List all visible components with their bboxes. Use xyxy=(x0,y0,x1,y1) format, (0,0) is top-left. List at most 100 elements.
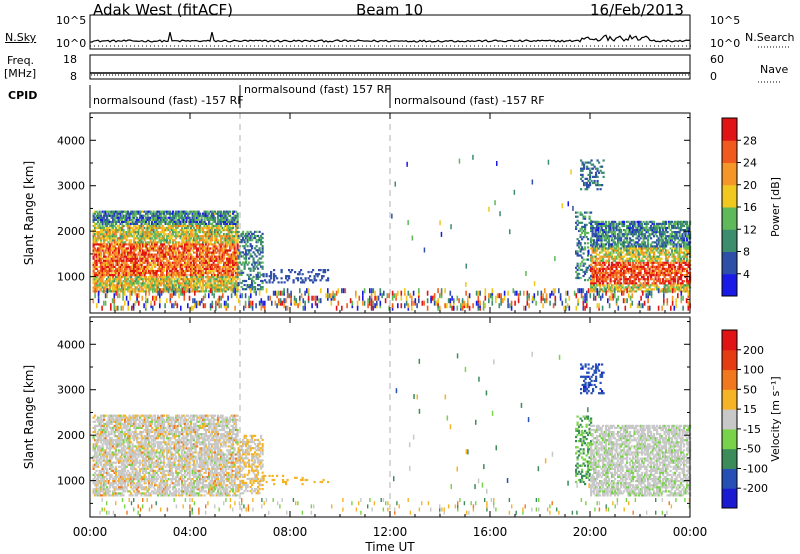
data-cell xyxy=(203,263,206,266)
data-cell xyxy=(209,271,212,275)
data-cell xyxy=(229,286,232,289)
data-cell xyxy=(586,181,589,185)
data-cell xyxy=(172,255,175,258)
data-cell xyxy=(593,282,596,285)
data-cell xyxy=(608,267,611,270)
data-cell xyxy=(94,253,97,256)
data-cell xyxy=(665,239,668,242)
data-cell xyxy=(597,229,600,232)
data-cell xyxy=(227,239,230,242)
data-cell xyxy=(657,231,660,234)
data-cell xyxy=(191,233,194,236)
data-cell xyxy=(145,276,148,279)
data-cell xyxy=(602,280,605,283)
data-cell xyxy=(669,274,672,277)
data-cell xyxy=(218,233,221,236)
data-cell xyxy=(615,247,618,250)
data-cell xyxy=(104,280,107,283)
data-cell xyxy=(131,247,134,250)
data-cell xyxy=(118,239,121,242)
data-cell xyxy=(576,252,579,255)
data-cell xyxy=(190,233,193,236)
data-cell xyxy=(98,280,101,283)
data-cell xyxy=(136,222,139,225)
data-cell xyxy=(273,273,276,276)
data-cell xyxy=(669,278,672,281)
data-cell xyxy=(629,251,632,254)
data-cell xyxy=(639,247,642,250)
data-cell xyxy=(125,265,128,268)
data-cell xyxy=(122,251,125,254)
data-cell xyxy=(576,219,579,222)
data-cell xyxy=(576,211,579,214)
data-cell xyxy=(149,257,152,260)
data-cell xyxy=(133,251,136,254)
data-cell xyxy=(112,247,115,250)
data-cell xyxy=(615,274,618,277)
data-cell xyxy=(615,237,618,240)
data-cell xyxy=(584,225,587,228)
data-cell xyxy=(133,231,136,234)
data-cell xyxy=(280,271,283,274)
data-cell xyxy=(653,226,656,230)
data-cell xyxy=(591,284,594,287)
data-cell xyxy=(260,234,263,238)
data-cell xyxy=(121,263,124,266)
data-cell xyxy=(98,269,101,273)
data-cell xyxy=(327,269,330,272)
data-cell xyxy=(211,284,214,287)
data-cell xyxy=(620,251,623,254)
data-cell xyxy=(233,235,236,238)
data-cell xyxy=(270,273,273,276)
data-cell xyxy=(112,255,115,258)
data-cell xyxy=(145,212,148,215)
data-cell xyxy=(191,239,194,242)
data-cell xyxy=(173,255,176,258)
data-cell xyxy=(176,263,179,266)
data-cell xyxy=(595,175,598,178)
data-cell xyxy=(223,253,226,256)
data-cell xyxy=(94,212,97,215)
data-cell xyxy=(597,226,600,230)
data-cell xyxy=(260,261,263,264)
data-cell xyxy=(215,280,218,283)
data-cell xyxy=(236,214,239,217)
data-cell xyxy=(579,213,582,216)
data-cell xyxy=(121,286,124,289)
data-cell xyxy=(617,235,620,238)
data-cell xyxy=(212,226,215,230)
data-cell xyxy=(146,284,149,287)
data-cell xyxy=(606,274,609,277)
data-cell xyxy=(621,267,624,270)
data-cell xyxy=(669,290,672,293)
data-cell xyxy=(182,222,185,225)
data-cell xyxy=(603,239,606,242)
data-cell xyxy=(94,226,97,230)
data-cell xyxy=(160,239,163,242)
data-cell xyxy=(659,222,662,225)
data-cell xyxy=(98,216,101,219)
data-cell xyxy=(121,239,124,242)
data-cell xyxy=(172,239,175,242)
data-cell xyxy=(242,261,245,264)
data-cell xyxy=(115,247,118,250)
data-cell xyxy=(145,267,148,270)
data-cell xyxy=(617,269,620,273)
data-cell xyxy=(100,216,103,219)
data-cell xyxy=(206,257,209,260)
data-cell xyxy=(197,269,200,273)
data-cell xyxy=(229,220,232,223)
data-cell xyxy=(600,237,603,240)
data-cell xyxy=(131,255,134,258)
data-cell xyxy=(163,214,166,217)
data-cell xyxy=(298,273,301,276)
data-cell xyxy=(197,231,200,234)
data-cell xyxy=(137,259,140,262)
data-cell xyxy=(139,237,142,240)
data-cell xyxy=(258,257,261,260)
data-cell xyxy=(188,233,191,236)
data-cell xyxy=(620,288,623,291)
data-cell xyxy=(232,259,235,262)
data-cell xyxy=(121,226,124,230)
data-cell xyxy=(107,276,110,279)
